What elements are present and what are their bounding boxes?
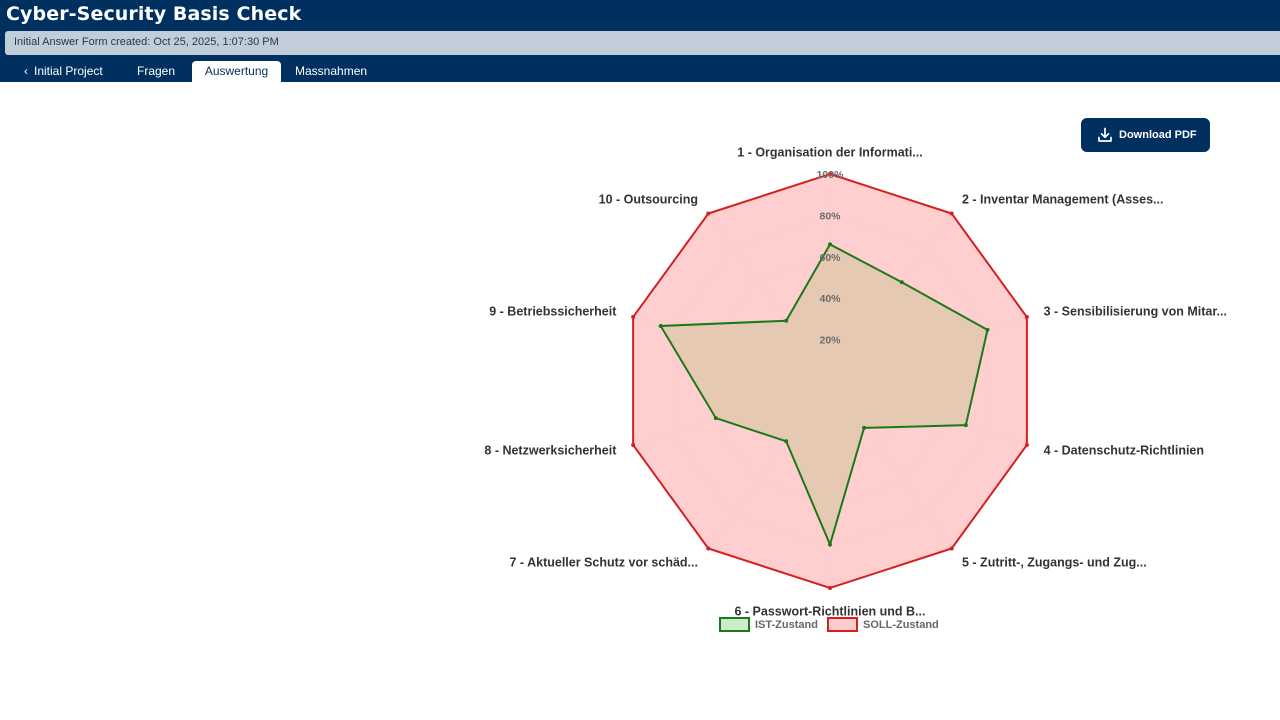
legend-label-soll: SOLL-Zustand — [863, 619, 939, 631]
axis-label: 4 - Datenschutz-Richtlinien — [1044, 443, 1204, 457]
soll-point — [949, 211, 954, 216]
ist-point — [985, 327, 990, 332]
tab-auswertung[interactable]: Auswertung — [192, 61, 281, 82]
tab-label: Massnahmen — [295, 64, 368, 78]
axis-label: 1 - Organisation der Informati... — [737, 145, 922, 159]
soll-point — [706, 211, 711, 216]
chevron-left-icon: ‹ — [24, 64, 28, 78]
header-bar: Cyber-Security Basis Check Initial Answe… — [0, 0, 1280, 82]
tab-label: Initial Project — [34, 64, 103, 78]
ist-point — [828, 242, 832, 247]
soll-point — [1024, 442, 1029, 447]
ist-point — [784, 318, 789, 323]
axis-label: 3 - Sensibilisierung von Mitar... — [1044, 305, 1227, 319]
axis-label: 8 - Netzwerksicherheit — [484, 443, 617, 457]
ist-point — [713, 416, 718, 421]
tab-fragen[interactable]: Fragen — [137, 61, 187, 82]
tick-label: 40% — [819, 293, 841, 305]
tab-label: Auswertung — [204, 64, 269, 78]
soll-point — [828, 172, 832, 176]
soll-point — [706, 546, 711, 551]
ist-point — [899, 280, 904, 285]
tick-label: 20% — [819, 335, 841, 347]
soll-point — [631, 315, 636, 320]
legend-label-ist: IST-Zustand — [755, 619, 818, 631]
soll-point — [1024, 315, 1029, 320]
axis-label: 10 - Outsourcing — [599, 192, 698, 206]
legend-swatch-soll — [827, 617, 858, 632]
axis-label: 6 - Passwort-Richtlinien und B... — [735, 605, 926, 619]
axis-label: 9 - Betriebssicherheit — [489, 305, 617, 319]
tab-label: Fragen — [137, 64, 176, 78]
axis-label: 2 - Inventar Management (Asses... — [962, 192, 1163, 206]
tick-label: 100% — [817, 169, 845, 181]
info-bar: Initial Answer Form created: Oct 25, 202… — [5, 31, 1280, 55]
soll-point — [631, 442, 636, 447]
legend-swatch-ist — [719, 617, 750, 632]
ist-point — [658, 323, 663, 328]
download-label: Download PDF — [1119, 129, 1197, 141]
soll-point — [949, 546, 954, 551]
axis-label: 5 - Zutritt-, Zugangs- und Zug... — [962, 556, 1147, 570]
axis-label: 7 - Aktueller Schutz vor schäd... — [510, 556, 698, 570]
tick-label: 80% — [819, 210, 841, 222]
tab-massnahmen[interactable]: Massnahmen — [295, 61, 385, 82]
soll-point — [828, 586, 832, 590]
info-text: Initial Answer Form created: Oct 25, 202… — [14, 36, 279, 48]
ist-point — [828, 542, 832, 547]
tab-initial-project[interactable]: ‹ Initial Project — [24, 61, 124, 82]
ist-point — [784, 439, 789, 444]
tick-label: 60% — [819, 252, 841, 264]
download-icon — [1098, 127, 1112, 142]
ist-point — [862, 425, 867, 430]
download-pdf-button[interactable]: Download PDF — [1081, 118, 1210, 152]
app-title: Cyber-Security Basis Check — [6, 3, 302, 25]
ist-point — [963, 423, 968, 428]
